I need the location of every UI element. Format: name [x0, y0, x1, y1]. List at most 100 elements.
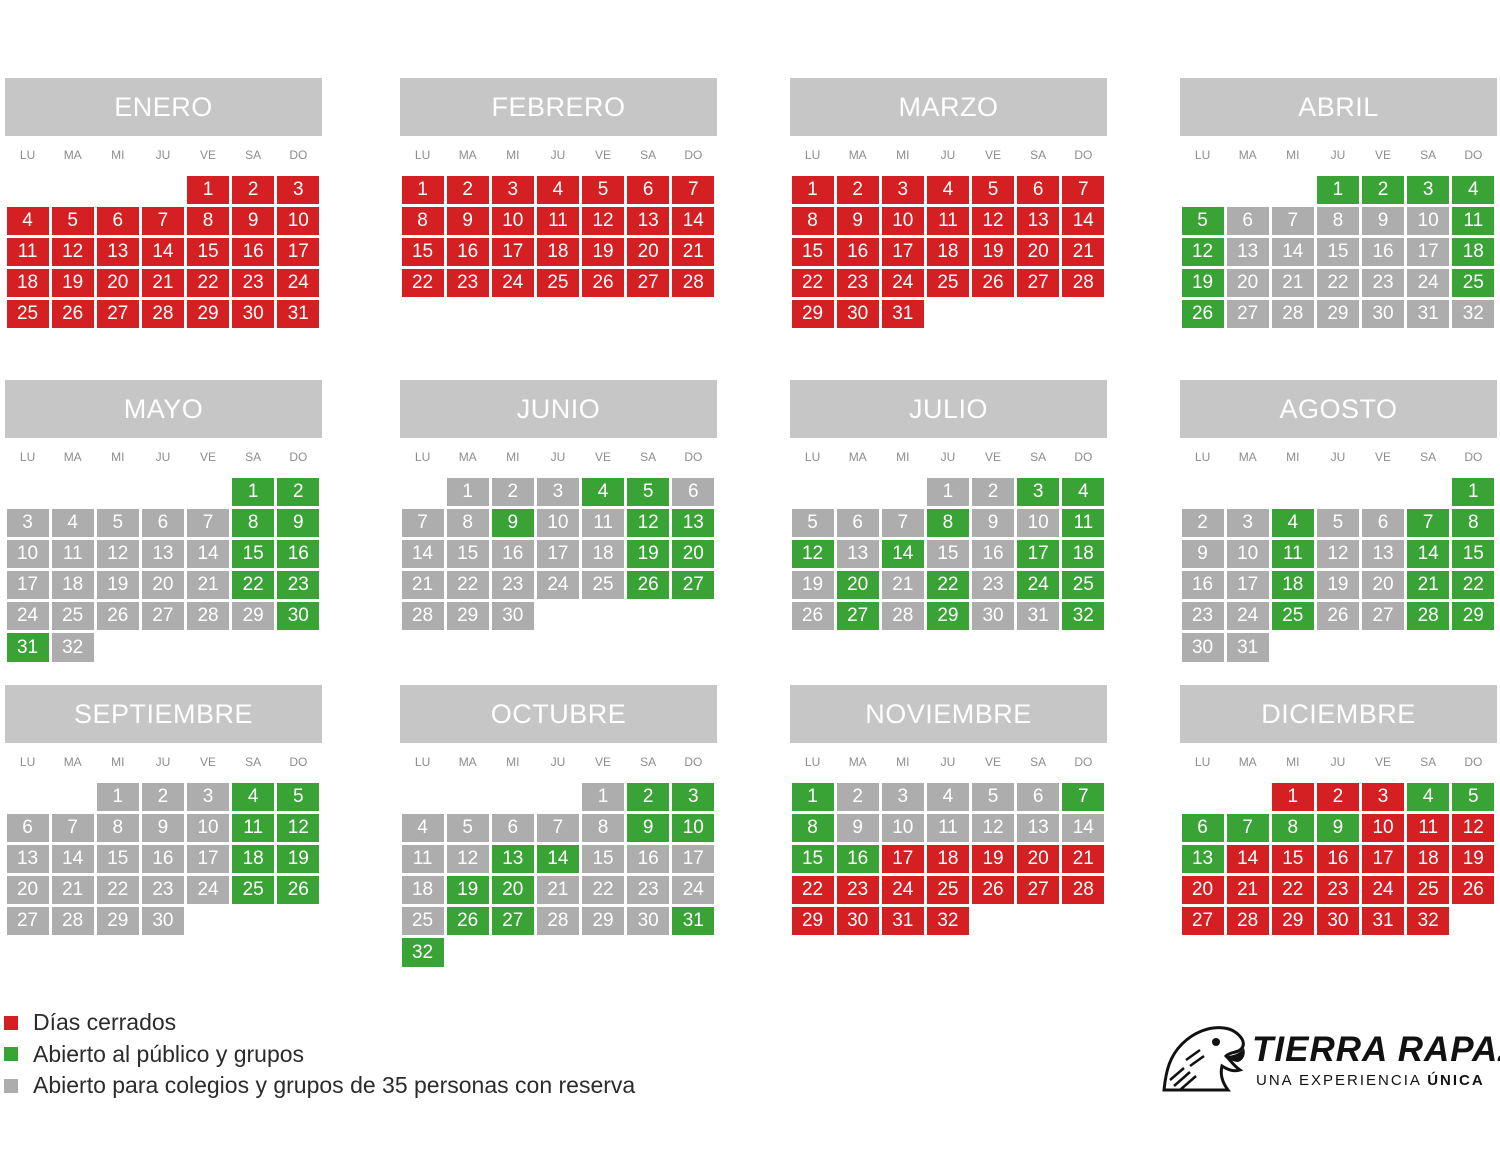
day-closed: 30 [232, 300, 275, 329]
weekday-label: SA [640, 148, 657, 162]
day-open: 19 [627, 539, 670, 569]
day-open: 9 [627, 813, 670, 842]
weekday-label: MI [506, 148, 520, 162]
weekday-label: SA [1030, 148, 1047, 162]
day-closed: 27 [1017, 876, 1060, 905]
day-closed: 14 [1062, 206, 1105, 235]
weekday-label: JU [155, 148, 171, 162]
day-schools: 6 [141, 508, 184, 537]
month-noviembre: NOVIEMBRE LU MA MI JU VE SA DO 1 2 3 4 5 6 7 8 9 10 11 12 13… [790, 685, 1107, 937]
day-schools: 25 [582, 571, 625, 600]
day-schools: 28 [51, 907, 94, 936]
day-open: 16 [836, 844, 879, 874]
day-schools: 10 [6, 539, 49, 569]
day-schools: 1 [582, 782, 625, 811]
day-schools: 19 [791, 571, 834, 600]
day-open: 31 [6, 633, 49, 662]
day-open: 7 [1407, 508, 1450, 537]
day-closed: 29 [791, 300, 834, 329]
weekday-label: LU [804, 148, 821, 162]
day-closed: 23 [446, 269, 489, 298]
day-schools: 29 [232, 602, 275, 631]
day-schools: 8 [446, 508, 489, 537]
weekday-label: MI [111, 148, 125, 162]
day-closed: 6 [1017, 175, 1060, 204]
weekday-label: MI [896, 450, 910, 464]
closed-swatch [4, 1015, 18, 1030]
day-schools: 3 [6, 508, 49, 537]
day-open: 29 [926, 602, 969, 631]
day-schools: 17 [6, 571, 49, 600]
weekday-label: MA [458, 755, 477, 769]
weekday-label: SA [640, 450, 657, 464]
month-octubre: OCTUBRE LU MA MI JU VE SA DO 1 2 3 4 5 6 7 8 9 10 11 12 13 14… [400, 685, 717, 968]
weekday-label: MA [848, 148, 867, 162]
day-schools: 21 [51, 876, 94, 905]
day-closed: 21 [1062, 237, 1105, 267]
day-closed: 25 [926, 269, 969, 298]
day-grid: 1 2 3 4 5 6 7 8 9 10 11 12 13 14 15 16 17 18 19 20 21 22 23 24 2… [1180, 781, 1497, 937]
day-open: 8 [1452, 508, 1495, 537]
day-closed: 19 [972, 237, 1015, 267]
day-schools: 29 [96, 907, 139, 936]
day-closed: 5 [51, 206, 94, 235]
day-open: 4 [232, 782, 275, 811]
day-schools: 16 [1362, 237, 1405, 267]
day-closed: 17 [881, 844, 924, 874]
month-junio: JUNIO LU MA MI JU VE SA DO 1 2 3 4 5 6 7 8 9 10 11 12 13 14 15… [400, 380, 717, 632]
day-schools: 15 [96, 844, 139, 874]
day-closed: 4 [536, 175, 579, 204]
day-closed: 20 [1017, 237, 1060, 267]
weekday-header: LU MA MI JU VE SA DO [790, 743, 1107, 781]
day-open: 8 [926, 508, 969, 537]
weekday-label: DO [289, 755, 308, 769]
day-open: 2 [627, 782, 670, 811]
day-grid: 1 2 3 4 5 6 7 8 9 10 11 12 13 14 15 16 17 18 19 20 21 22 23 24 2… [790, 476, 1107, 632]
day-closed: 1 [791, 175, 834, 204]
month-abril: ABRIL LU MA MI JU VE SA DO 1 2 3 4 5 6 7 8 9 10 11 12 13 14 15… [1180, 78, 1497, 330]
day-schools: 10 [536, 508, 579, 537]
weekday-label: MI [506, 450, 520, 464]
day-open: 9 [1316, 813, 1359, 842]
day-open: 21 [1407, 571, 1450, 600]
day-open: 24 [1017, 571, 1060, 600]
day-open: 12 [277, 813, 320, 842]
day-closed: 17 [1362, 844, 1405, 874]
day-schools: 13 [836, 539, 879, 569]
weekday-label: MI [1286, 148, 1300, 162]
weekday-label: DO [1074, 755, 1093, 769]
weekday-label: MA [63, 755, 82, 769]
legend-label: Días cerrados [33, 1009, 177, 1036]
weekday-label: MA [848, 450, 867, 464]
day-grid: 1 2 3 4 5 6 7 8 9 10 11 12 13 14 15 16 17 18 19 20 21 22 23 24 2… [790, 781, 1107, 937]
day-open: 8 [1271, 813, 1314, 842]
day-schools: 19 [1316, 571, 1359, 600]
day-closed: 5 [972, 175, 1015, 204]
legend-label: Abierto al público y grupos [33, 1040, 305, 1067]
weekday-label: DO [289, 450, 308, 464]
day-schools: 28 [536, 907, 579, 936]
day-schools: 26 [791, 602, 834, 631]
weekday-label: SA [1420, 450, 1437, 464]
day-closed: 8 [187, 206, 230, 235]
day-schools: 28 [401, 602, 444, 631]
day-closed: 7 [672, 175, 715, 204]
day-schools: 13 [6, 844, 49, 874]
day-schools: 6 [1226, 206, 1269, 235]
month-title: DICIEMBRE [1180, 685, 1497, 743]
weekday-label: DO [1464, 755, 1483, 769]
legend: Días cerrados Abierto al público y grupo… [4, 1007, 635, 1102]
day-closed: 11 [926, 206, 969, 235]
day-open: 2 [277, 477, 320, 506]
brand-logo: TIERRA RAPAZ UNA EXPERIENCIA ÚNICA [1160, 1020, 1500, 1100]
day-closed: 17 [491, 237, 534, 267]
day-closed: 31 [277, 300, 320, 329]
weekday-header: LU MA MI JU VE SA DO [5, 743, 322, 781]
day-schools: 7 [536, 813, 579, 842]
day-schools: 1 [926, 477, 969, 506]
month-title: JUNIO [400, 380, 717, 438]
day-schools: 30 [627, 907, 670, 936]
weekday-label: MA [63, 450, 82, 464]
day-closed: 27 [96, 300, 139, 329]
weekday-label: SA [640, 755, 657, 769]
